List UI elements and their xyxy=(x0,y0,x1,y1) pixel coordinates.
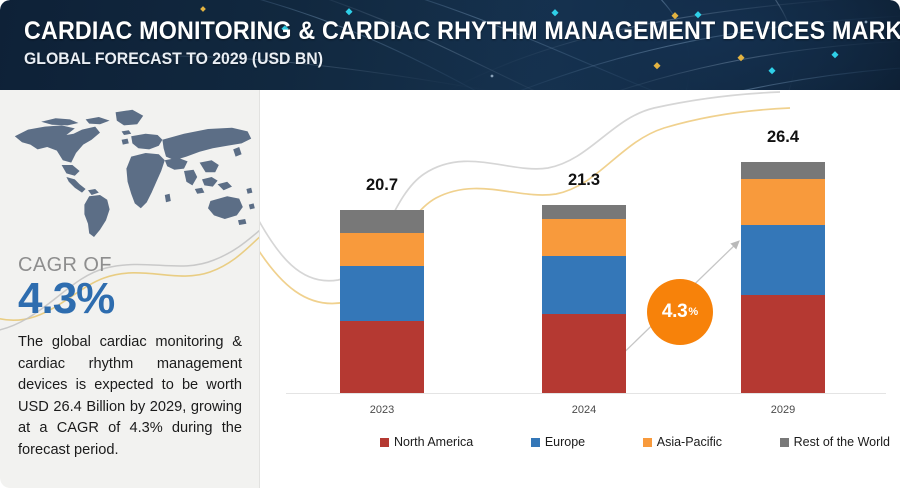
body-area: CAGR OF 4.3% The global cardiac monitori… xyxy=(0,90,900,488)
segment-rest-of-the-world[interactable] xyxy=(340,210,424,233)
x-label-2029: 2029 xyxy=(770,404,796,416)
legend-item-north-america[interactable]: North America xyxy=(380,435,473,449)
legend-swatch-icon xyxy=(642,437,652,447)
page-subtitle: GLOBAL FORECAST TO 2029 (USD BN) xyxy=(24,49,323,68)
panel-divider xyxy=(259,90,260,488)
chart-panel: 20.7 2023 21.3 xyxy=(260,90,900,488)
bar-total-2029: 26.4 xyxy=(766,128,800,146)
x-label-2024: 2024 xyxy=(571,404,597,416)
stacked-bar-2024[interactable] xyxy=(542,205,626,393)
bar-total-2023: 20.7 xyxy=(365,176,399,194)
left-info-panel: CAGR OF 4.3% The global cardiac monitori… xyxy=(0,90,259,488)
segment-europe[interactable] xyxy=(741,225,825,295)
header-text-block: CARDIAC MONITORING & CARDIAC RHYTHM MANA… xyxy=(24,16,900,70)
cagr-callout-bubble[interactable]: 4.3% xyxy=(647,279,713,345)
bar-total-2024: 21.3 xyxy=(567,171,601,189)
legend-label: Europe xyxy=(544,435,586,449)
legend-label: Asia-Pacific xyxy=(656,435,723,449)
segment-europe[interactable] xyxy=(340,266,424,321)
segment-rest-of-the-world[interactable] xyxy=(542,205,626,219)
segment-rest-of-the-world[interactable] xyxy=(741,162,825,179)
x-label-2023: 2023 xyxy=(369,404,395,416)
cagr-value: 4.3% xyxy=(18,274,115,323)
segment-asia-pacific[interactable] xyxy=(741,179,825,225)
legend-swatch-icon xyxy=(380,437,389,447)
cagr-callout-value: 4.3 xyxy=(661,301,688,322)
legend-label: Rest of the World xyxy=(793,435,890,449)
bar-group-2023[interactable]: 20.7 2023 xyxy=(340,176,424,416)
segment-europe[interactable] xyxy=(542,256,626,314)
stacked-bar-2029[interactable] xyxy=(741,162,825,393)
market-description: The global cardiac monitoring & cardiac … xyxy=(18,334,242,458)
segment-north-america[interactable] xyxy=(741,295,825,393)
header-banner: CARDIAC MONITORING & CARDIAC RHYTHM MANA… xyxy=(0,0,900,90)
world-map-icon xyxy=(14,109,255,237)
stacked-bar-2023[interactable] xyxy=(340,210,424,393)
segment-asia-pacific[interactable] xyxy=(542,219,626,256)
bar-group-2029[interactable]: 26.4 2029 xyxy=(741,128,825,416)
legend-label: North America xyxy=(394,435,474,449)
stacked-bar-chart: 20.7 2023 21.3 xyxy=(260,90,900,488)
legend-swatch-icon xyxy=(530,437,540,447)
segment-asia-pacific[interactable] xyxy=(340,233,424,266)
cagr-callout-unit: % xyxy=(688,306,699,318)
header-network-art xyxy=(0,0,900,90)
chart-legend: North America Europe Asia-Pacific Rest o… xyxy=(380,435,890,449)
page-title: CARDIAC MONITORING & CARDIAC RHYTHM MANA… xyxy=(24,17,900,45)
bar-group-2024[interactable]: 21.3 2024 xyxy=(542,171,626,416)
x-axis-line xyxy=(286,393,886,394)
legend-swatch-icon xyxy=(779,437,789,447)
legend-item-europe[interactable]: Europe xyxy=(530,435,586,449)
cagr-highlight: CAGR OF 4.3% xyxy=(18,253,248,323)
chart-wave-decor xyxy=(260,91,791,305)
segment-north-america[interactable] xyxy=(542,314,626,393)
segment-north-america[interactable] xyxy=(340,321,424,393)
legend-item-rest-of-the-world[interactable]: Rest of the World xyxy=(779,435,890,449)
cagr-caption: CAGR OF xyxy=(18,254,112,276)
legend-item-asia-pacific[interactable]: Asia-Pacific xyxy=(642,435,723,449)
left-panel-wave-decor xyxy=(0,229,259,331)
